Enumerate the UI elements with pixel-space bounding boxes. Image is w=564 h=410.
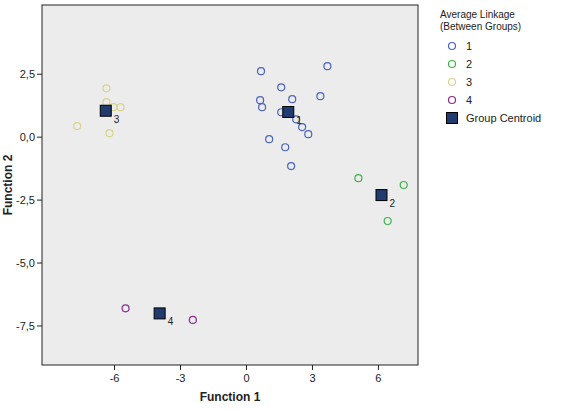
x-tick-label: -6 bbox=[110, 372, 120, 384]
point bbox=[106, 130, 113, 137]
y-axis-title: Function 2 bbox=[1, 154, 15, 215]
point bbox=[324, 63, 331, 70]
point bbox=[122, 305, 129, 312]
x-tick bbox=[378, 365, 379, 370]
point bbox=[305, 131, 312, 138]
x-tick bbox=[312, 365, 313, 370]
point bbox=[117, 104, 124, 111]
point bbox=[289, 96, 296, 103]
legend-marker bbox=[449, 43, 456, 50]
x-tick-label: -3 bbox=[176, 372, 186, 384]
x-tick bbox=[180, 365, 181, 370]
legend-label: Group Centroid bbox=[466, 112, 541, 124]
legend-marker bbox=[449, 79, 456, 86]
centroid-label: 1 bbox=[296, 115, 302, 126]
legend-marker bbox=[449, 97, 456, 104]
point bbox=[266, 136, 273, 143]
y-tick-label: -7,5 bbox=[16, 320, 35, 332]
legend: Average Linkage(Between Groups) 1 2 3 4 Group… bbox=[440, 9, 541, 124]
point bbox=[384, 218, 391, 225]
point bbox=[258, 68, 265, 75]
y-tick bbox=[37, 263, 42, 264]
y-tick bbox=[37, 74, 42, 75]
centroid bbox=[283, 106, 294, 117]
marks bbox=[74, 63, 408, 324]
x-tick-label: 0 bbox=[243, 372, 249, 384]
y-tick bbox=[37, 325, 42, 326]
y-tick-label: 2,5 bbox=[20, 68, 35, 80]
point bbox=[74, 123, 81, 130]
point bbox=[355, 175, 362, 182]
plot-area bbox=[42, 5, 418, 365]
y-tick-label: 0,0 bbox=[20, 131, 35, 143]
point bbox=[288, 163, 295, 170]
legend-label: 1 bbox=[466, 40, 472, 52]
legend-marker bbox=[447, 113, 458, 124]
point-labels: 1 2 3 4 bbox=[114, 114, 396, 328]
point bbox=[282, 144, 289, 151]
point bbox=[103, 85, 110, 92]
point bbox=[400, 182, 407, 189]
y-tick-label: -2,5 bbox=[16, 194, 35, 206]
centroid-label: 3 bbox=[114, 114, 120, 125]
centroid-label: 2 bbox=[389, 198, 395, 209]
legend-label: 3 bbox=[466, 76, 472, 88]
centroid bbox=[376, 190, 387, 201]
chart: -6 -3 0 3 6 2,5 0,0 -2,5 -5,0 -7,5 Function 1 Funct… bbox=[0, 0, 564, 410]
legend-marker bbox=[449, 61, 456, 68]
point bbox=[189, 316, 196, 323]
y-tick bbox=[37, 137, 42, 138]
legend-label: 2 bbox=[466, 58, 472, 70]
x-tick-label: 3 bbox=[309, 372, 315, 384]
x-axis-title: Function 1 bbox=[200, 390, 261, 404]
y-tick-label: -5,0 bbox=[16, 257, 35, 269]
x-tick-label: 6 bbox=[375, 372, 381, 384]
point bbox=[278, 84, 285, 91]
point bbox=[257, 97, 264, 104]
centroid bbox=[154, 308, 165, 319]
point bbox=[317, 93, 324, 100]
point bbox=[259, 104, 266, 111]
point bbox=[103, 99, 110, 106]
legend-label: 4 bbox=[466, 94, 472, 106]
legend-title: (Between Groups) bbox=[440, 21, 521, 32]
centroid bbox=[100, 105, 111, 116]
legend-title: Average Linkage bbox=[440, 9, 515, 20]
x-tick bbox=[114, 365, 115, 370]
y-tick bbox=[37, 200, 42, 201]
x-tick bbox=[246, 365, 247, 370]
centroid-label: 4 bbox=[168, 316, 174, 327]
